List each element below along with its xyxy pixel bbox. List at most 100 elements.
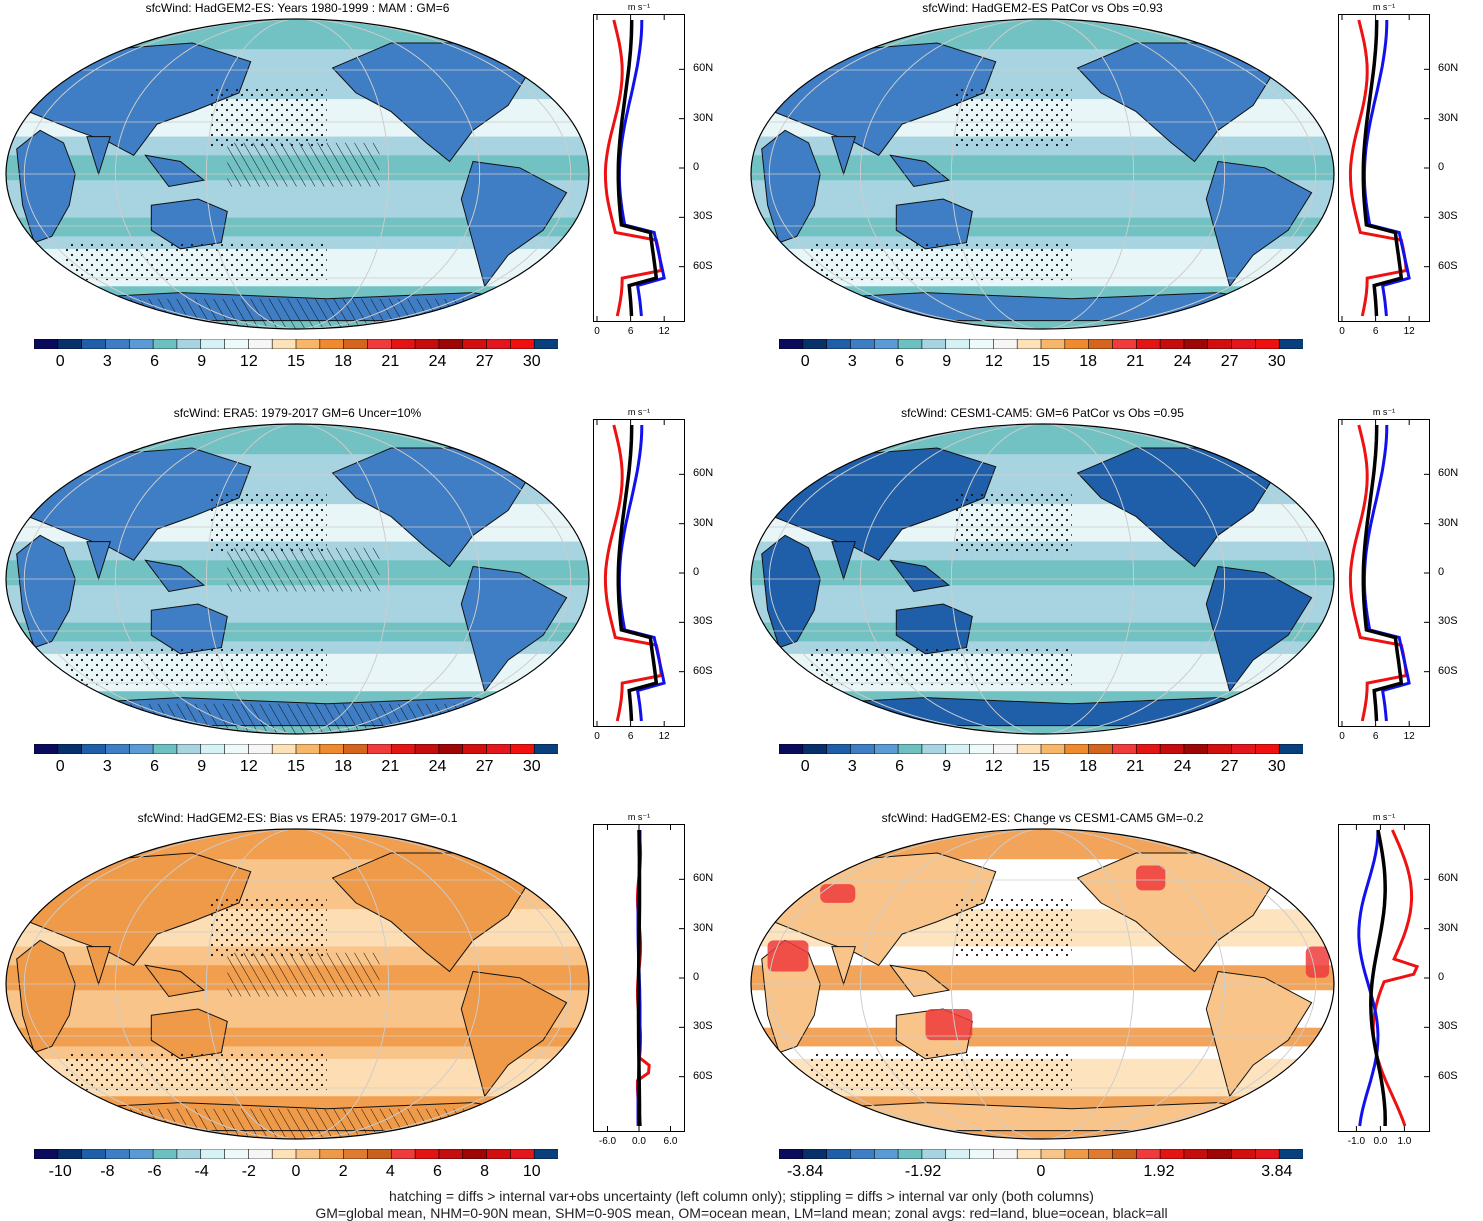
zonal-lat-label: 0: [1438, 161, 1445, 173]
graticule-lon: [23, 424, 572, 734]
continent-samerica: [460, 970, 568, 1098]
zonal-lat-label: 30S: [693, 210, 713, 223]
colorbar-label: 3: [847, 758, 857, 775]
zonal-x-label: 0.0: [632, 1136, 646, 1147]
zonal-x-label: 12: [658, 326, 670, 337]
colorbar: [34, 339, 558, 349]
zonal-x-label: 0: [594, 326, 600, 337]
graticule-lon: [859, 19, 1226, 329]
colorbar-label: 0: [55, 353, 65, 370]
continent-seasia: [144, 964, 206, 998]
colorbar-swatch: [319, 1149, 345, 1159]
colorbar-label: 15: [1032, 353, 1050, 370]
zonal-unit-label: m s⁻¹: [627, 2, 651, 12]
zonal-mean-plot: [593, 419, 685, 727]
zonal-lat-label: 60N: [693, 62, 714, 75]
colorbar-swatch: [34, 744, 59, 754]
colorbar-swatch: [1112, 744, 1138, 754]
colorbar-swatch: [271, 339, 297, 349]
colorbar-swatch: [1040, 744, 1066, 754]
graticule-lon: [114, 19, 481, 329]
continent-greenland: [507, 33, 568, 69]
colorbar-label: 0: [1036, 1163, 1046, 1180]
world-map: [5, 423, 590, 735]
colorbar-label: 27: [1220, 353, 1239, 370]
map-border: [5, 18, 590, 330]
colorbar-swatch: [802, 339, 828, 349]
colorbar-label: 6: [433, 1163, 442, 1180]
continent-australia: [895, 198, 973, 250]
zonal-lat-label: 30N: [693, 111, 714, 124]
graticule-lon: [768, 829, 1317, 1139]
zonal-lat-label: 60N: [693, 467, 714, 480]
zonal-mean-plot: [593, 14, 685, 322]
colorbar-swatch: [897, 744, 923, 754]
zonal-lat-label: 30S: [1438, 210, 1458, 223]
panel-p1: sfcWind: HadGEM2-ES: Years 1980-1999 : M…: [0, 0, 740, 400]
continent-greenland: [507, 843, 568, 879]
colorbar-swatch: [200, 1149, 226, 1159]
graticule-lon: [206, 829, 389, 1139]
stippling: [209, 86, 327, 150]
zonal-lat-label: 0: [693, 566, 700, 578]
colorbar-swatch: [802, 1149, 828, 1159]
colorbar-swatch: [128, 1149, 154, 1159]
colorbar-label: 18: [334, 353, 353, 370]
colorbar-swatch: [1231, 1149, 1257, 1159]
map-hotspot: [1305, 946, 1330, 978]
colorbar-swatch: [897, 339, 923, 349]
zonal-x-label: 1.0: [1397, 1136, 1412, 1147]
colorbar-swatch: [1135, 1149, 1161, 1159]
colorbar-swatch: [921, 1149, 947, 1159]
continent-australia: [150, 198, 228, 250]
continent-africa: [16, 939, 76, 1054]
colorbar-swatch: [200, 339, 226, 349]
colorbar-labels: 0 3 6 9 12 15 18 21 24 27 30: [779, 758, 1303, 780]
colorbar-swatch: [57, 744, 83, 754]
colorbar-swatch: [1207, 1149, 1233, 1159]
colorbar-label: 4: [385, 1163, 395, 1180]
colorbar-swatch: [248, 1149, 273, 1159]
colorbar: [779, 744, 1303, 754]
colorbar-swatch: [128, 339, 154, 349]
colorbar-swatch: [873, 339, 899, 349]
continent-seasia: [144, 559, 206, 593]
colorbar-label: 15: [1032, 758, 1050, 775]
zonal-x-label: 0: [594, 731, 600, 742]
colorbar-swatch: [224, 1149, 250, 1159]
colorbar-labels: -10 -8 -6 -4 -2 0 2 4 6 8 10: [34, 1163, 558, 1185]
colorbar-label: 9: [197, 353, 207, 370]
colorbar-label: 27: [475, 758, 494, 775]
zonal-line-all: [1361, 424, 1404, 722]
colorbar-swatch: [248, 744, 273, 754]
stippling: [808, 647, 1072, 686]
colorbar-swatch: [850, 339, 876, 349]
colorbar-swatch: [1064, 744, 1090, 754]
colorbar-swatch: [1016, 1149, 1042, 1159]
zonal-unit-label: m s⁻¹: [1372, 2, 1396, 12]
colorbar-swatch: [343, 1149, 369, 1159]
colorbar-swatch: [414, 1149, 440, 1159]
colorbar-swatch: [1159, 1149, 1185, 1159]
colorbar-label: 12: [239, 758, 258, 775]
footer-line-2: GM=global mean, NHM=0-90N mean, SHM=0-90…: [315, 1205, 1168, 1221]
zonal-lat-label: 60S: [693, 259, 713, 272]
zonal-x-label: 12: [658, 731, 670, 742]
colorbar-swatch: [414, 744, 440, 754]
world-map: [5, 828, 590, 1140]
colorbar-swatch: [224, 339, 250, 349]
continent-india: [831, 541, 856, 581]
stippling: [808, 242, 1072, 281]
colorbar-swatch: [779, 1149, 804, 1159]
zonal-line-ocean: [1357, 829, 1380, 1127]
panel-title: sfcWind: HadGEM2-ES: Change vs CESM1-CAM…: [881, 811, 1204, 825]
colorbar-label: 0: [800, 758, 810, 775]
colorbar-swatch: [826, 1149, 852, 1159]
colorbar-swatch: [414, 339, 440, 349]
map-border: [750, 828, 1335, 1140]
colorbar-label: -3.84: [786, 1163, 824, 1180]
footer-line-1: hatching = diffs > internal var+obs unce…: [389, 1188, 1094, 1204]
colorbar-swatch: [152, 744, 178, 754]
panel-p3: sfcWind: ERA5: 1979-2017 GM=6 Uncer=10% m…: [0, 405, 740, 805]
colorbar-label: 15: [287, 758, 305, 775]
